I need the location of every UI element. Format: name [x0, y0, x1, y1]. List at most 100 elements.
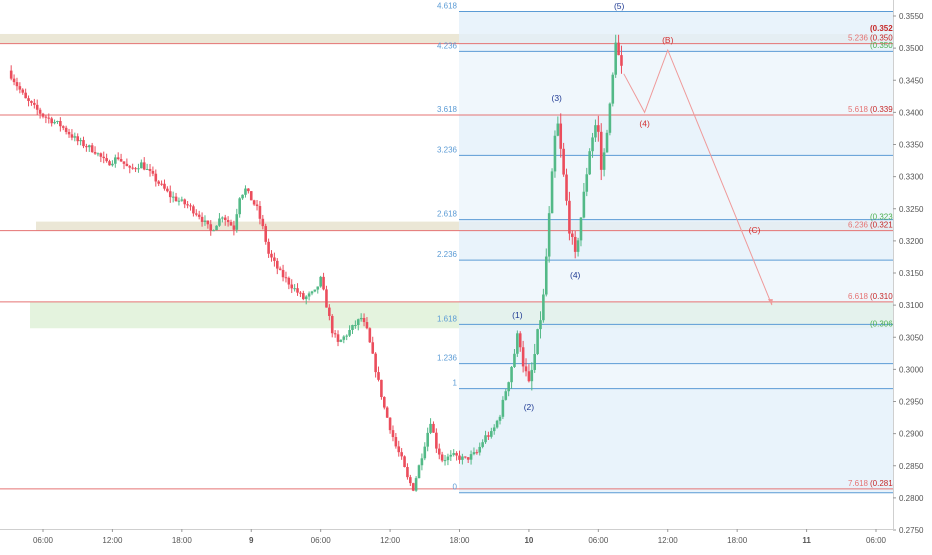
candle-body — [310, 291, 314, 294]
time-tick-label: 12:00 — [658, 536, 679, 545]
candle-body — [333, 333, 337, 335]
price-axis-bg — [893, 0, 932, 550]
price-tick-label: 0.3300 — [899, 173, 924, 182]
candle-body — [125, 163, 129, 167]
fib-fill-band — [459, 219, 893, 261]
time-tick-label: 06:00 — [588, 536, 609, 545]
candle-body — [475, 452, 479, 454]
candle-body — [316, 286, 320, 290]
candle-body — [542, 294, 545, 321]
red-level-ratio: 5.236 — [848, 34, 869, 43]
candle-body — [492, 427, 496, 432]
candle-body — [443, 460, 447, 462]
candle-body — [362, 317, 366, 323]
candle-body — [394, 437, 398, 447]
candle-body — [544, 256, 548, 295]
candle-body — [501, 399, 505, 417]
candle-body — [9, 70, 13, 79]
fib-level-label: 1.618 — [437, 314, 458, 323]
fib-level-label: 1 — [453, 379, 458, 388]
candle-body — [571, 233, 574, 237]
candle-body — [368, 328, 372, 343]
candle-body — [518, 333, 522, 348]
price-tick-label: 0.3100 — [899, 301, 924, 310]
candle-body — [307, 293, 311, 297]
fib-fill-band — [459, 388, 893, 493]
candle-body — [192, 206, 195, 214]
fib-level-label: 3.236 — [437, 145, 458, 154]
candle-body — [435, 432, 438, 449]
candle-body — [507, 382, 510, 392]
price-tick-label: 0.3050 — [899, 333, 924, 342]
candle-body — [426, 432, 429, 447]
green-level-value: (0.3064) — [870, 319, 900, 328]
candle-body — [484, 435, 487, 443]
candle-body — [406, 467, 409, 478]
candle-body — [93, 152, 97, 154]
candle-body — [547, 213, 551, 257]
candle-body — [85, 146, 88, 148]
candle-body — [264, 226, 268, 242]
fib-fill-band — [459, 260, 893, 325]
candle-body — [510, 366, 513, 383]
projection-path — [623, 48, 773, 306]
candle-body — [536, 329, 539, 354]
projection-arrowhead — [767, 299, 773, 306]
candle-body — [461, 456, 464, 460]
candle-body — [365, 322, 369, 329]
candle-body — [38, 109, 42, 114]
fib-level-label: 0 — [453, 483, 458, 492]
green-level-value: (0.3507) — [870, 41, 900, 50]
red-level-value: (0.3396) — [870, 105, 900, 114]
price-tick-label: 0.3500 — [899, 44, 924, 53]
candle-body — [105, 158, 108, 162]
candle-body — [203, 220, 207, 222]
candle-body — [432, 423, 435, 433]
candle-body — [157, 181, 160, 184]
candle-body — [163, 183, 166, 189]
time-tick-label: 06:00 — [311, 536, 332, 545]
candle-body — [437, 448, 441, 455]
candle-body — [472, 452, 476, 455]
candle-body — [209, 224, 213, 231]
price-tick-label: 0.3200 — [899, 237, 924, 246]
candle-body — [336, 334, 340, 342]
candle-body — [206, 220, 210, 225]
candle-body — [513, 353, 516, 367]
candle-body — [550, 171, 554, 214]
candle-body — [247, 188, 250, 192]
price-tick-label: 0.2750 — [899, 526, 924, 535]
candle-body — [87, 145, 91, 148]
wave-label: (2) — [524, 402, 535, 412]
candle-body — [116, 157, 120, 160]
candle-body — [18, 86, 22, 90]
candle-body — [452, 453, 456, 455]
candle-body — [293, 288, 296, 290]
candle-body — [597, 125, 600, 132]
candle-body — [490, 431, 493, 437]
candle-body — [221, 217, 224, 219]
candle-body — [281, 269, 285, 278]
candle-body — [556, 123, 560, 136]
candle-body — [371, 342, 375, 354]
fib-fill-band — [459, 114, 893, 156]
candle-body — [380, 379, 383, 398]
price-tick-label: 0.3250 — [899, 205, 924, 214]
candle-body — [582, 191, 586, 218]
candle-body — [215, 225, 218, 231]
candle-body — [270, 253, 273, 258]
candle-body — [325, 289, 328, 308]
candle-body — [15, 82, 19, 87]
wave-label: (5) — [614, 1, 625, 11]
candle-body — [449, 454, 453, 457]
red-level-ratio: 6.236 — [848, 221, 869, 230]
candle-body — [617, 42, 620, 56]
candle-body — [35, 104, 39, 110]
candle-body — [24, 92, 27, 99]
candle-body — [61, 126, 65, 128]
price-tick-label: 0.2950 — [899, 398, 924, 407]
candle-body — [41, 113, 45, 117]
